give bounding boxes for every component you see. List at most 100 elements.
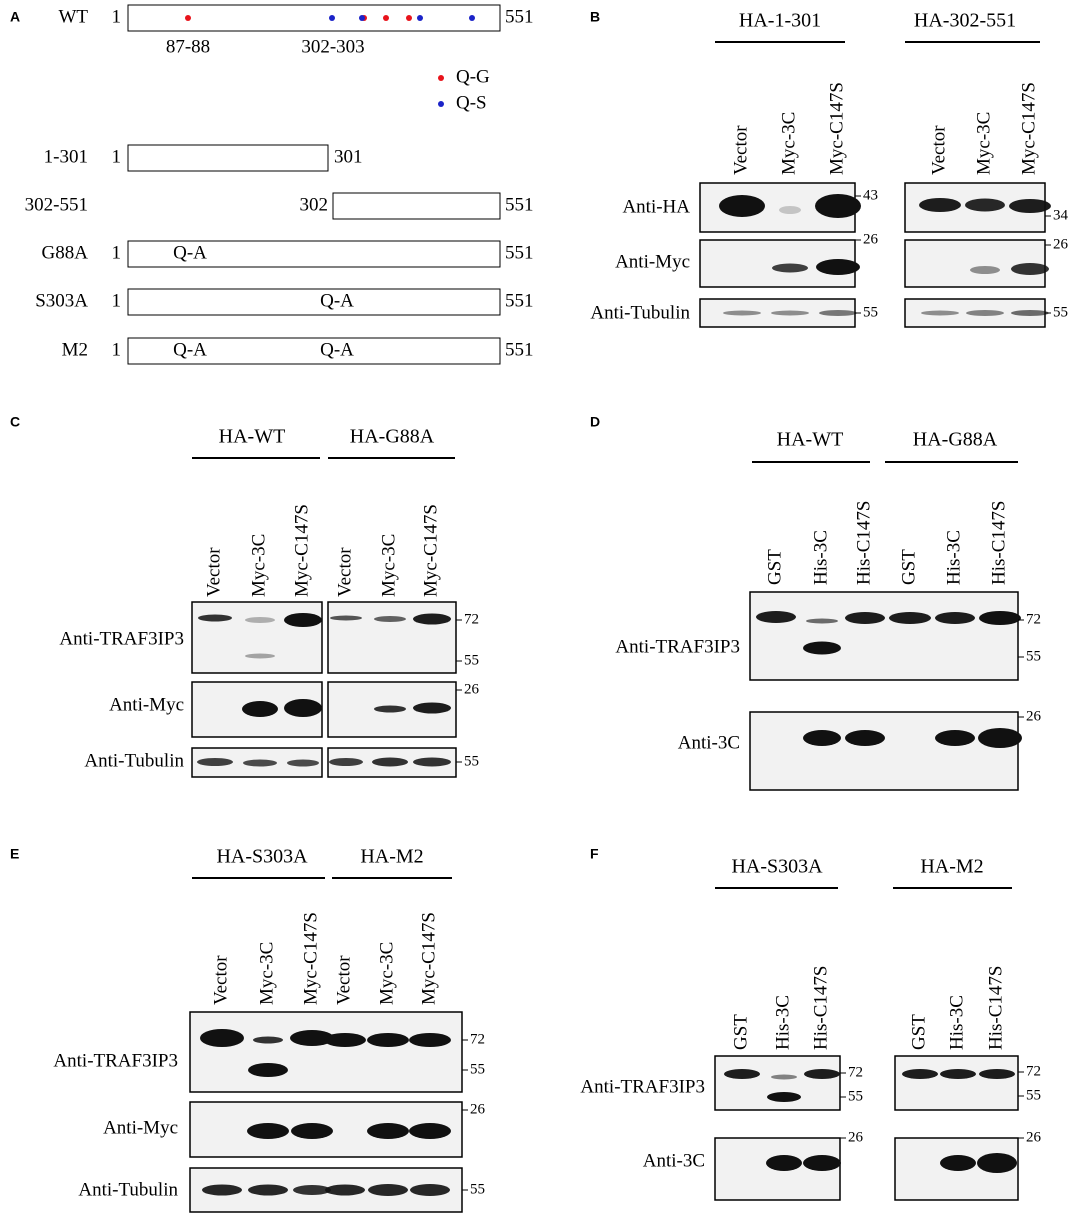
lane-label: His-C147S [810,966,831,1050]
lane-label: Vector [334,547,355,597]
band [845,730,885,746]
site-label: Q-A [320,290,354,311]
antibody-label: Anti-Tubulin [590,302,690,323]
lane-label: His-C147S [988,501,1009,585]
band [919,198,961,212]
lane-label: His-3C [810,530,831,585]
band [410,1184,450,1196]
band [819,310,857,316]
cleavage-site [359,15,365,21]
band [771,1074,797,1080]
construct-bar [332,192,501,220]
size-marker: 55 [863,304,878,320]
lane-label: His-3C [772,995,793,1050]
size-marker: 72 [1026,611,1041,627]
band [771,310,809,316]
lane-label: Myc-3C [256,942,277,1005]
band [816,259,860,275]
blot-box [749,711,1019,791]
construct-bar [127,4,501,32]
lane-label: Vector [730,125,751,175]
band [804,1069,840,1079]
lane-label: His-3C [943,530,964,585]
size-marker: 43 [863,187,878,203]
construct-end: 551 [505,194,534,215]
construct-start: 1 [112,339,122,360]
band [409,1033,451,1047]
group-label: HA-1-301 [739,10,821,32]
lane-label: Vector [333,955,354,1005]
construct-bar [127,288,501,316]
blot-box [189,1011,463,1093]
band [970,266,1000,274]
band [803,1155,841,1171]
band [1011,310,1049,316]
band [413,702,451,714]
band [979,611,1021,625]
band [284,613,322,627]
panel-letter: E [10,846,19,862]
construct-name: G88A [42,242,89,263]
group-label: HA-M2 [920,856,983,878]
band [766,1155,802,1171]
cleavage-site [417,15,423,21]
lane-label: His-C147S [853,501,874,585]
band [291,1123,333,1139]
size-marker: 26 [848,1129,864,1145]
band [293,1185,331,1195]
band [248,1063,288,1077]
band [935,612,975,624]
group-label: HA-M2 [360,846,423,868]
legend-label: Q-G [456,66,490,87]
size-marker: 26 [470,1101,486,1117]
site-position: 87-88 [166,36,210,57]
construct-end: 551 [505,290,534,311]
antibody-label: Anti-HA [622,196,690,217]
lane-label: Myc-C147S [826,82,847,175]
band [940,1069,976,1079]
size-marker: 34 [1053,207,1069,223]
group-label: HA-S303A [731,856,823,878]
construct-bar [127,337,501,365]
lane-label: Myc-C147S [291,504,312,597]
cleavage-site [329,15,335,21]
blot-box [327,601,457,674]
lane-label: Myc-C147S [300,912,321,1005]
band [724,1069,760,1079]
band [978,728,1022,748]
construct-name: 1-301 [44,146,88,167]
band [200,1029,244,1047]
band [979,1069,1015,1079]
band [413,613,451,625]
band [372,757,408,767]
lane-label: Myc-3C [378,534,399,597]
band [889,612,931,624]
size-marker: 55 [848,1088,863,1104]
cleavage-site [185,15,191,21]
panel-letter: C [10,414,20,430]
band [902,1069,938,1079]
lane-label: GST [730,1014,751,1050]
group-label: HA-WT [777,429,844,451]
size-marker: 55 [1053,304,1068,320]
construct-start: 1 [112,6,122,27]
band [374,705,406,713]
size-marker: 26 [863,231,879,247]
band [202,1184,242,1196]
lane-label: Myc-C147S [1018,82,1039,175]
construct-end: 551 [505,242,534,263]
band [767,1092,801,1102]
size-marker: 55 [464,652,479,668]
band [935,730,975,746]
band [803,730,841,746]
legend-dot [438,75,444,81]
lane-label: GST [908,1014,929,1050]
blot-box [714,1055,841,1111]
construct-bar [127,144,329,172]
antibody-label: Anti-Myc [103,1117,178,1138]
antibody-label: Anti-TRAF3IP3 [59,628,184,649]
band [374,616,406,622]
band [719,195,765,217]
band [966,310,1004,316]
antibody-label: Anti-Myc [615,251,690,272]
